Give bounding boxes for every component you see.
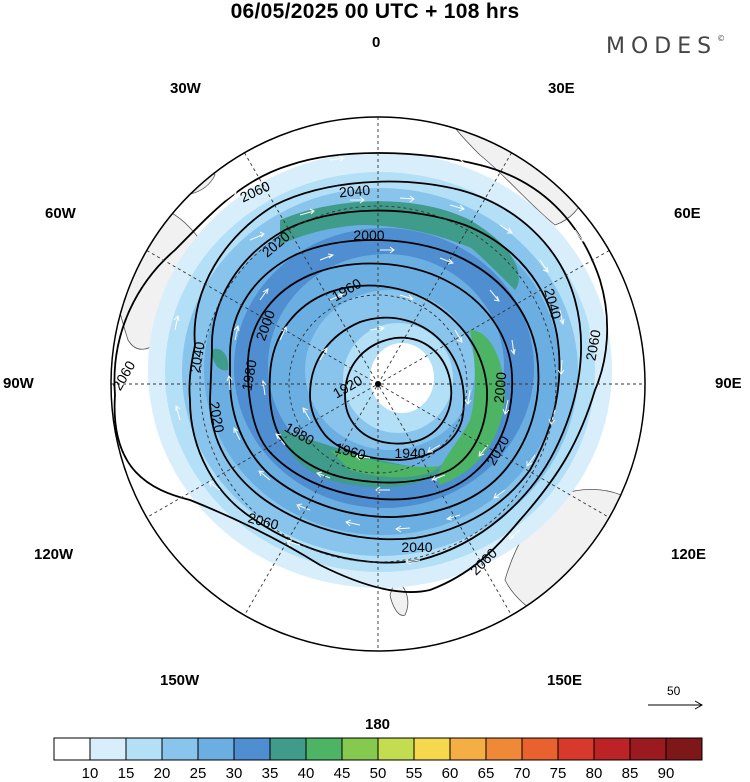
colorbar-label: 15 — [117, 765, 135, 782]
contour-2040 — [188, 180, 582, 564]
colorbar-swatch — [89, 737, 127, 761]
contour-1980 — [246, 262, 514, 501]
pole-point — [375, 381, 381, 387]
colorbar-label: 90 — [657, 765, 675, 782]
contour-label: 2000 — [353, 227, 384, 243]
map-title: 06/05/2025 00 UTC + 108 hrs — [230, 0, 520, 23]
colorbar-swatch — [341, 737, 379, 761]
lon-label-120w: 120W — [34, 546, 74, 563]
lon-label-90w: 90W — [3, 375, 34, 392]
colorbar-label: 75 — [549, 765, 567, 782]
contour-label: 2060 — [582, 328, 603, 362]
colorbar-label: 85 — [621, 765, 639, 782]
lon-label-180: 180 — [365, 716, 391, 733]
colorbar-swatch — [161, 737, 199, 761]
colorbar-label: 45 — [333, 765, 351, 782]
contour-1940 — [309, 316, 465, 461]
land-new-zealand — [389, 579, 409, 616]
contour-label: 1940 — [394, 445, 425, 461]
contour-label: 2040 — [338, 182, 371, 201]
lon-label-30w: 30W — [170, 80, 201, 97]
lon-label-120e: 120E — [671, 546, 707, 563]
contour-label: 2040 — [186, 340, 207, 374]
map-boundary — [110, 116, 646, 652]
contour-1960 — [268, 284, 488, 484]
contour-2000 — [229, 239, 540, 518]
colorbar-label: 70 — [513, 765, 531, 782]
contour-label: 2060 — [246, 509, 280, 533]
colorbar-swatch — [521, 737, 559, 761]
colorbar-swatch — [233, 737, 271, 761]
colorbar-label: 30 — [225, 765, 243, 782]
contour-1920 — [344, 336, 453, 445]
colorbar-swatch — [377, 737, 415, 761]
colorbar-swatch — [197, 737, 235, 761]
colorbar-swatch — [449, 737, 487, 761]
polar-map: 2060 2060 2060 2060 2060 2040 2040 2040 … — [109, 116, 704, 710]
colorbar-swatch — [413, 737, 451, 761]
colorbar-swatch — [665, 737, 703, 761]
colorbar-swatch — [305, 737, 343, 761]
lon-label-60e: 60E — [674, 205, 701, 222]
colorbar-label: 10 — [81, 765, 99, 782]
colorbar-swatch — [53, 737, 91, 761]
colorbar-label: 40 — [297, 765, 315, 782]
reference-vector-label: 50 — [667, 684, 681, 698]
colorbar-label: 65 — [477, 765, 495, 782]
contour-label: 2040 — [541, 287, 565, 321]
contour-label: 1960 — [333, 439, 367, 463]
lon-label-30e: 30E — [548, 80, 575, 97]
colorbar-label: 60 — [441, 765, 459, 782]
colorbar-label: 50 — [369, 765, 387, 782]
colorbar-swatch — [269, 737, 307, 761]
colorbar-swatch — [125, 737, 163, 761]
colorbar-swatch — [557, 737, 595, 761]
colorbar-label: 20 — [153, 765, 171, 782]
wind-arrows — [173, 155, 594, 565]
colorbar-label: 55 — [405, 765, 423, 782]
colorbar-swatch — [629, 737, 667, 761]
colorbar-label: 35 — [261, 765, 279, 782]
contour-label: 2000 — [491, 371, 510, 404]
lon-label-0: 0 — [372, 34, 381, 51]
colorbar-swatch — [485, 737, 523, 761]
contour-label: 2020 — [206, 400, 227, 434]
lon-label-90e: 90E — [715, 375, 742, 392]
height-contours — [113, 152, 609, 593]
reference-vector-arrow — [648, 700, 704, 710]
contour-label: 1980 — [238, 358, 259, 392]
modes-logo: MODES© — [606, 34, 726, 59]
colorbar-label: 80 — [585, 765, 603, 782]
lon-label-150e: 150E — [547, 672, 583, 689]
lon-label-60w: 60W — [45, 205, 76, 222]
lon-label-150w: 150W — [160, 672, 200, 689]
colorbar-label: 25 — [189, 765, 207, 782]
contour-label: 2040 — [401, 539, 432, 555]
colorbar-swatch — [593, 737, 631, 761]
